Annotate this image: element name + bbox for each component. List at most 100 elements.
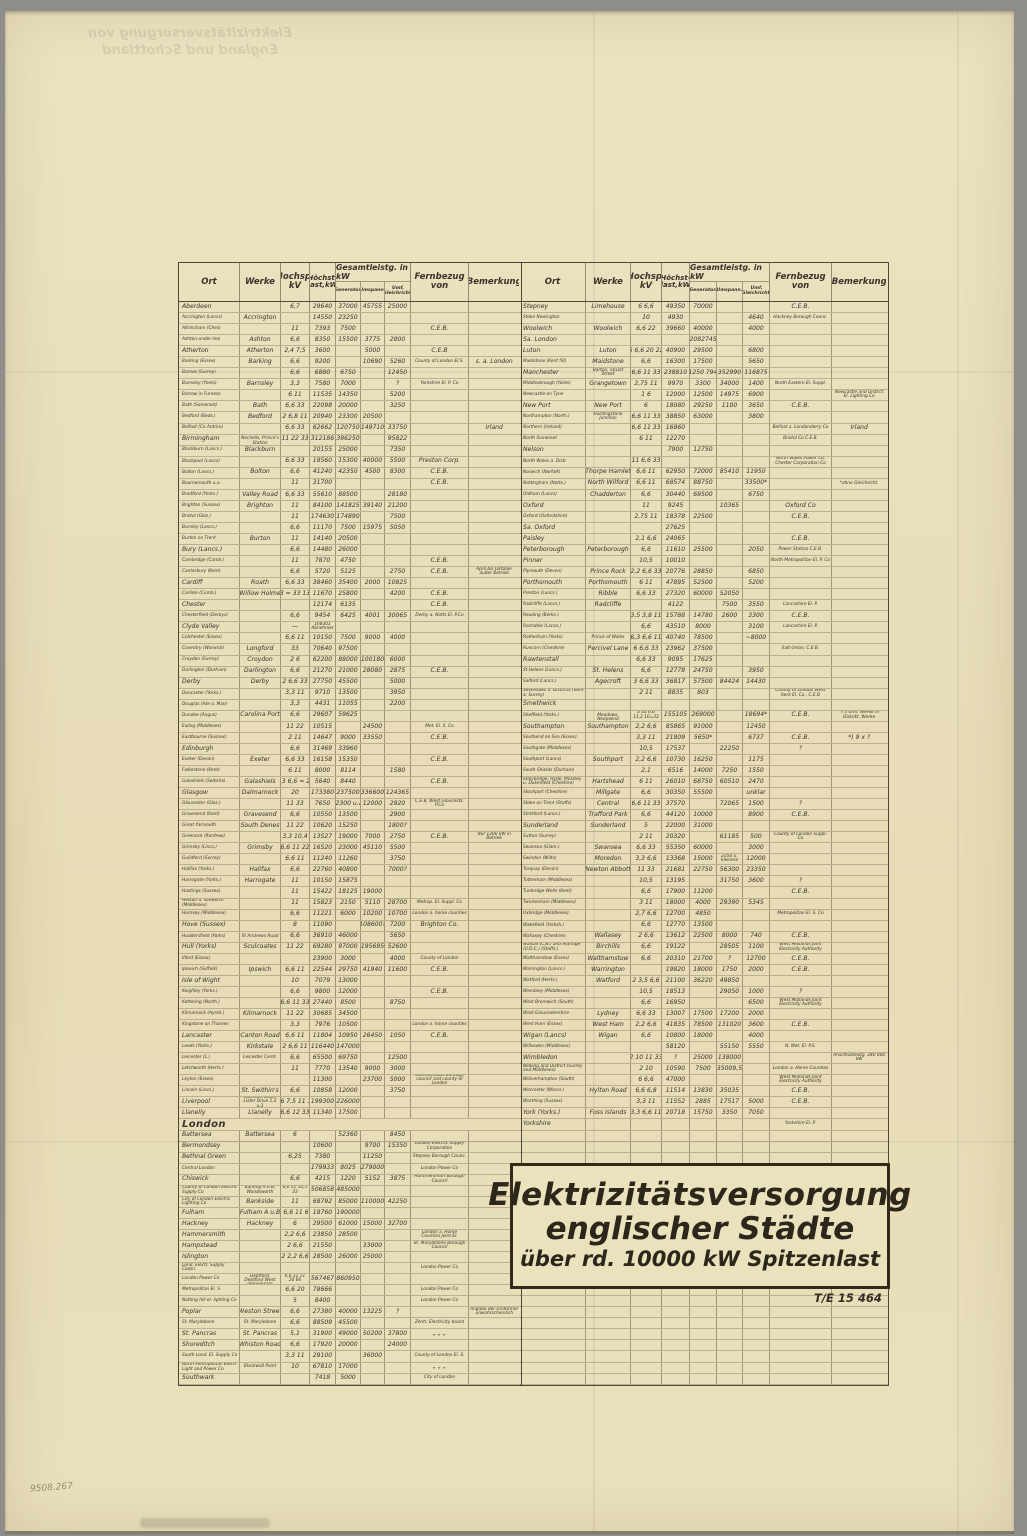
table-row: Isle of Wight 10 7079 13000: [179, 975, 521, 987]
table-row: Rochdale (Lancs.) 6,6 43510 8000 3100 Lancash…: [520, 622, 888, 634]
table-row: Heston a. Isleworth (Middlesex) 11 15823 21…: [179, 898, 521, 910]
table-row: Sutton (Surrey) 2 11 20320 61185 500 County o…: [520, 832, 888, 844]
table-row: Central London 179933 8025 279000 London Pow…: [179, 1163, 521, 1175]
table-row: Salford (Lancs.) Agecroft 3 6,6 33 36817 575…: [520, 677, 888, 689]
table-row: Hammersmith 2,2 6,6 23850 28500 London a. Ho…: [179, 1229, 521, 1241]
table-row: Southend on Sea (Essex) 3,3 11 21809 5650* 6…: [520, 732, 888, 744]
table-row: St. Marylebone St. Marylebone 6,6 88509 4550…: [179, 1318, 521, 1330]
table-row: [520, 1373, 888, 1385]
table-row: Huddersfield (Yorks) St Andrews Road 6,6 36…: [179, 931, 521, 943]
col-header-bemerkung: Bemerkung: [469, 276, 520, 287]
col-header-umformer: Umf. Gleichricht.: [385, 285, 411, 296]
table-row: Hornsey (Middlesex) 6,6 11221 6000 10200 1070…: [179, 909, 521, 921]
table-row: West Gloucestershire Lydney 6,6 33 13007 175…: [520, 1009, 888, 1021]
table-row: Stoke Newington 10 4930 4640 Hackney Borough…: [520, 313, 888, 325]
table-row: Woolwich Woolwich 6,6 22 39660 40000 4000: [520, 324, 888, 336]
table-row: Burton on Trent Burton 11 14140 20500: [179, 533, 521, 546]
table-row: Shoreditch Whiston Road 6,6 17920 20000 24000: [179, 1340, 521, 1352]
table-row: [520, 1362, 888, 1374]
table-row: Ashton-under-line Ashton 6,6 8350 15500 3775 2…: [179, 335, 521, 347]
table-row: Lancaster Canton Road 6,6 11 11804 10950 2645…: [179, 1031, 521, 1043]
table-row: Keighley (Yorks.) 6,6 9800 12000 C.E.B.: [179, 986, 521, 998]
table-row: Swindon (Wilts) Moredon 3,3 6,6 13368 15000 2…: [520, 854, 888, 866]
table-row: Chester 12174 6135 C.E.B.: [179, 600, 521, 612]
col-header-umspanner: Umspann.: [717, 282, 743, 301]
table-row: Sheffield (Yorks.) Blackburn Meadows, Nee…: [520, 710, 888, 722]
col-header-werke: Werke: [586, 263, 631, 301]
table-row: Worcester (Worcs.) Hylton Road 6,6 6,8 1151…: [520, 1086, 888, 1098]
table-row: Wembley (Middlesex) 10,5 18513 29050 1000?: [520, 986, 888, 998]
table-right-half: Ort Werke Hochsp.kV Höchst-last,kW Gesam…: [520, 262, 889, 1386]
table-row: Manchester Barton, Stuart Street 6,6 11 33…: [520, 368, 888, 380]
table-row: Cardiff Roath 6,6 33 38460 35400 2000 10825: [179, 578, 521, 590]
col-header-hoechstlast: Höchst-last,kW: [310, 263, 336, 301]
table-row: Yorkshire Yorkshire El. P.: [520, 1119, 888, 1131]
col-header-hochsp: Hochsp.kV: [631, 263, 662, 301]
table-row: Bedford (Beds.) Bedford 2 6,8 11 20940 23300…: [179, 412, 521, 424]
table-row: Hackney Hackney 6 29500 61000 15000 32700: [179, 1218, 521, 1230]
table-row: Edinburgh 6,6 31469 33960: [179, 743, 521, 755]
table-row: Kettering (North.) 6,6 11 33 27440 8500 8750: [179, 997, 521, 1009]
table-row: Chiswick 6,6 4215 1220 5152 3875 Hammersmith B…: [179, 1174, 521, 1186]
table-row: Lincoln (Lincs.) St. Swithin's 6,6 10858 120…: [179, 1086, 521, 1098]
table-row: Oxford 11 9245 10365 Oxford Co: [520, 500, 888, 512]
table-row: Middlesbrough (Yorks) Grangetown 2,75 11 99…: [520, 379, 888, 391]
table-row: Plymouth (Devon) Prince Rock 2,2 6,6 33 207…: [520, 567, 888, 579]
table-row: Llanelly Llanelly 6,6 12 33 11340 17500: [179, 1108, 521, 1120]
table-row: Guildford (Surrey) 6,6 11 11240 11260 3750: [179, 854, 521, 866]
col-header-fernbezug: Fernbezug von: [770, 263, 832, 301]
table-row: Norwich (Norfolk) Thorpe Hamlet 6,6 11 6295…: [520, 467, 888, 479]
col-header-hoechstlast: Höchst-last,kW: [662, 263, 690, 301]
table-row: Leyton (Essex) 11300 23700 5000 Walthamstow …: [179, 1075, 521, 1087]
table-row: Accrington (Lancs) Accrington 14550 23250: [179, 313, 521, 325]
table-row: London Power CoBattersea, New Deptford, …: [179, 1274, 521, 1286]
col-header-hochsp: Hochsp.kV: [281, 263, 310, 301]
table-row: Hastings (Sussex) 11 15422 18125 19000: [179, 887, 521, 899]
table-row: London: [179, 1119, 521, 1131]
table-row: Dundee (Angus) Carolina Port 6,6 29607 59625: [179, 710, 521, 722]
table-row: Sa. London 2082745: [520, 335, 888, 347]
table-row: Woking and District (Surrey and Middlese…: [520, 1064, 888, 1076]
table-row: Paisley 2,1 6,6 24065 C.E.B.: [520, 533, 888, 546]
table-row: Glasgow Dalmarnock 20 173380 237500 336600 124…: [179, 788, 521, 800]
table-row: Stockport (Cheshire) Millgate 6,6 30350 5550…: [520, 788, 888, 800]
table-row: Clyde Valley —168301 Abnehmer: [179, 622, 521, 634]
table-row: Bethnal Green 6,25 7380 11250 Stepney Boroug…: [179, 1152, 521, 1164]
table-row: Smethwick: [520, 699, 888, 711]
table-row: Reading (Berks.) 3,5 3,8 11 15788 14780 2600…: [520, 611, 888, 623]
table-row: Atherton Atherton 2,4 7,5 3600 5000 C.E.B: [179, 346, 521, 358]
table-row: Carlisle (Cumb.)Willow Holme33 = 33 1321…: [179, 589, 521, 601]
table-row: Pinner 10,5 10010 North Metropolitan El. P.…: [520, 556, 888, 568]
table-row: Maidstone (Kent 50) Maidstone 6,6 16300 1750…: [520, 357, 888, 369]
fold-crease-vertical: [957, 11, 960, 1534]
table-row: Liverpool Clarence Dock, Lister Drive 1,2…: [179, 1097, 521, 1109]
table-row: [520, 1296, 888, 1308]
col-header-bemerkung: Bemerkung: [832, 276, 887, 287]
table-body-left: Aberdeen 6,7 29640 37000 45755 25000 Accringto…: [179, 302, 521, 1385]
table-row: [520, 1318, 888, 1330]
title-box: Elektrizitätsversorgung englischer Städt…: [488, 1163, 911, 1289]
table-row: Bournemouth u.a. 11 31700 C.E.B.: [179, 478, 521, 490]
col-header-gesamtleistung: Gesamtleistg. in kW Generator. Umspann. …: [690, 263, 770, 301]
table-row: Burnley (Lancs.) 6,6 11170 7500 15975 5050: [179, 522, 521, 534]
table-row: Sunderland Sunderland 5 22000 31000: [520, 821, 888, 833]
table-row: Bristol (Glos.) 11 174630 174890 7500: [179, 511, 521, 523]
table-row: Hull (Yorks) Sculcoates 11 22 69280 97000 195…: [179, 942, 521, 954]
table-row: Hampstead 2 6,6 21550 33000 St. Marylebone B…: [179, 1240, 521, 1253]
table-row: Letchworth (Herts.) 11 7770 13540 9000 3000: [179, 1064, 521, 1076]
table-row: Battersea Battersea 6 52360 8450: [179, 1130, 521, 1142]
table-row: Altrincham (Ches) 11 7393 7500 C.E.B.: [179, 324, 521, 336]
table-row: Ealing (Middlesex) 11 22 10515 24500 Met. El…: [179, 721, 521, 733]
table-row: Blackburn (Lancs.) Blackburn 20155 25000 735…: [179, 445, 521, 457]
table-row: Halifax (Yorks.) Halifax 6,6 22760 40800 7000…: [179, 865, 521, 877]
table-row: Stretford (Lancs.) Trafford Park 6,6 44120 1…: [520, 810, 888, 822]
table-row: Runcorn (Cheshire) Percivel Lane 6 6,6 33 2…: [520, 644, 888, 656]
table-row: Tunbridge Wells (Kent) 6,6 17900 11200 C.E.B…: [520, 887, 888, 899]
table-row: Canterbury (Kent) 6,6 5720 5125 2750 C.E.B. Ap…: [179, 567, 521, 579]
table-row: Willesden (Middlesex) 58120 55150 5550 N. Me…: [520, 1042, 888, 1054]
table-row: Kingstone on Thames 3,3 7976 10500 London a.…: [179, 1020, 521, 1032]
table-row: County of London Electric Supply Co Barki…: [179, 1185, 521, 1197]
table-row: Barrow in Furness 6 11 11535 14350 5200: [179, 390, 521, 402]
table-row: Darlington (Durham) Darlington 6,6 21270 210…: [179, 666, 521, 678]
table-row: [520, 1340, 888, 1352]
